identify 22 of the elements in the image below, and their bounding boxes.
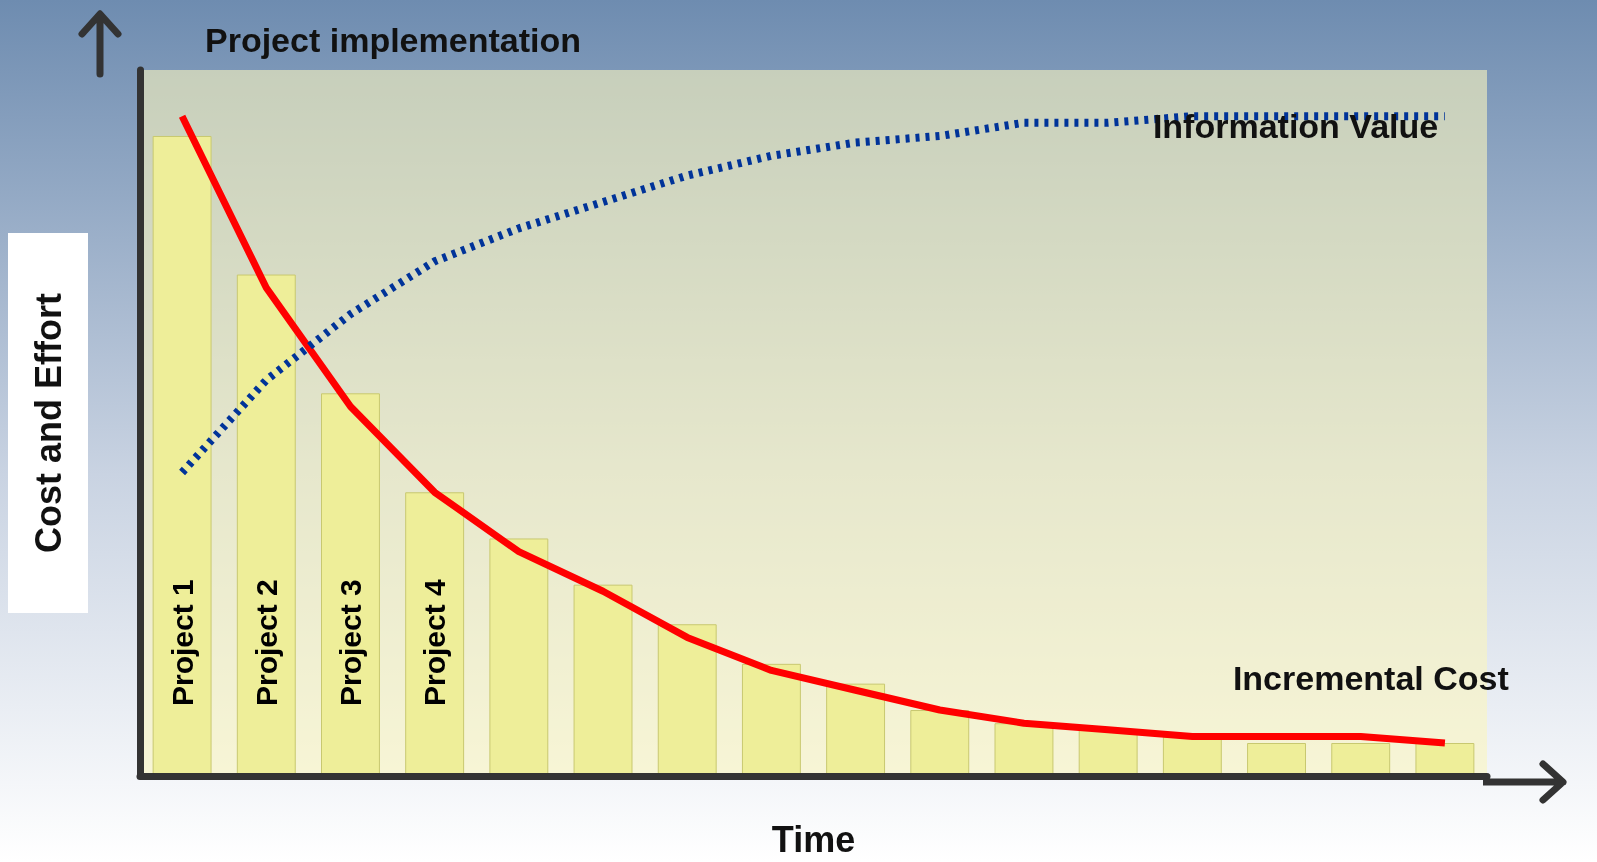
x-tick-label: Project 3 — [333, 579, 367, 706]
series-label: Incremental Cost — [1232, 659, 1509, 698]
bar — [741, 663, 801, 776]
chart-title: Project implementation — [205, 21, 581, 59]
bar — [1331, 743, 1391, 776]
series-label: Information Value — [1152, 107, 1439, 146]
bar — [826, 683, 886, 776]
x-tick-label: Project 1 — [165, 579, 199, 706]
bar — [1247, 743, 1306, 776]
y-axis-title: Cost and Effort — [27, 293, 69, 553]
bar — [573, 584, 633, 776]
bar — [152, 135, 212, 776]
bar — [236, 274, 296, 776]
bar — [994, 723, 1054, 776]
x-axis-title: Time — [771, 818, 856, 860]
bar — [489, 538, 549, 776]
x-tick-label: Project 2 — [249, 579, 283, 706]
bar — [657, 624, 717, 776]
bar — [321, 393, 380, 776]
x-tick-label: Project 4 — [418, 578, 452, 706]
bar — [910, 710, 970, 776]
bar — [405, 492, 465, 776]
